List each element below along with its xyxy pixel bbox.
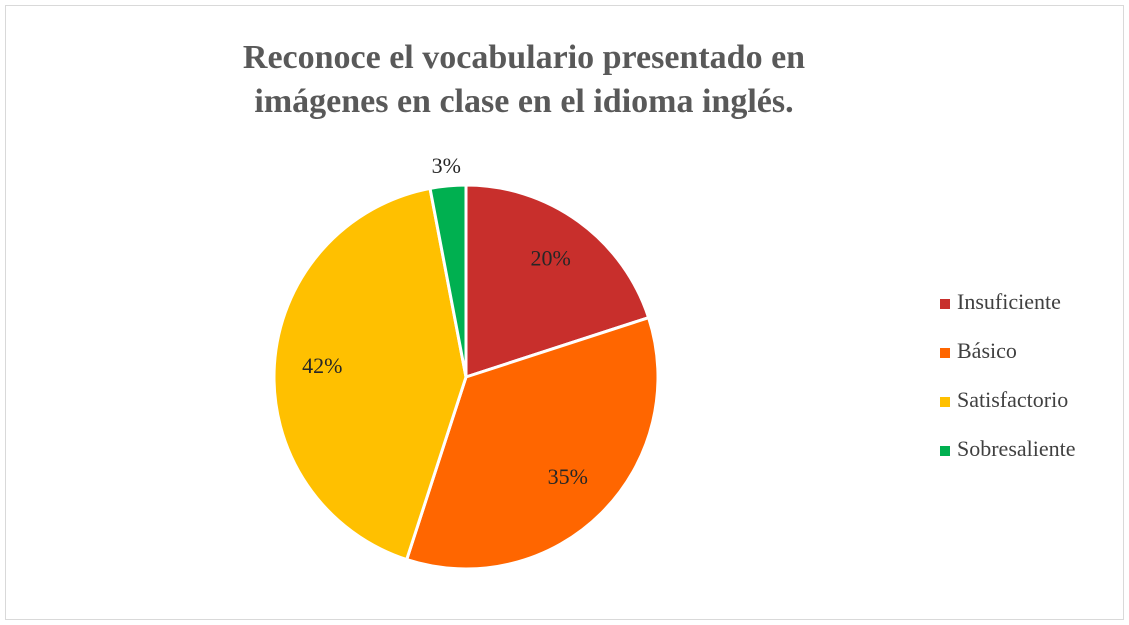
data-label: 3% xyxy=(432,153,461,178)
pie-slice xyxy=(272,186,468,562)
legend-swatch xyxy=(940,299,950,309)
pie-slice xyxy=(464,183,651,380)
legend-swatch xyxy=(940,397,950,407)
legend-swatch xyxy=(940,348,950,358)
legend-label: Satisfactorio xyxy=(957,387,1068,412)
data-label: 42% xyxy=(302,353,342,378)
legend-swatch xyxy=(940,446,950,456)
legend-label: Insuficiente xyxy=(957,289,1061,314)
pie-slice xyxy=(404,315,660,571)
data-label: 35% xyxy=(548,464,588,489)
data-label: 20% xyxy=(530,246,570,271)
pie-slice xyxy=(428,183,468,378)
legend-label: Sobresaliente xyxy=(957,436,1076,461)
legend-label: Básico xyxy=(957,338,1017,363)
chart-title: Reconoce el vocabulario presentado en im… xyxy=(242,39,806,120)
